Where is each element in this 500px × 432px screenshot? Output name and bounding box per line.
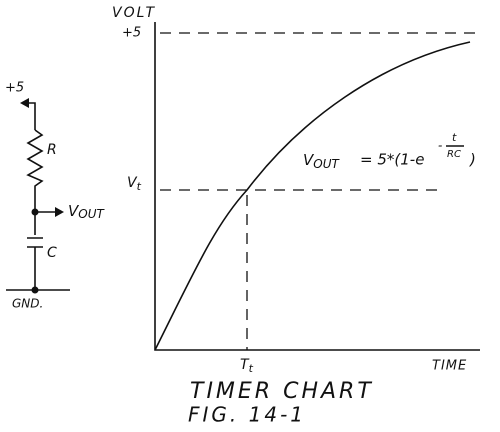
supply-wire bbox=[25, 102, 36, 130]
charge-curve bbox=[154, 41, 471, 351]
top-level-label: +5 bbox=[122, 26, 141, 41]
supply-arrow bbox=[20, 98, 29, 108]
equation-exp-den: RC bbox=[447, 149, 461, 160]
axes bbox=[154, 22, 480, 351]
capacitor-label: C bbox=[47, 245, 57, 261]
threshold-time-label: Tt bbox=[240, 357, 254, 375]
timer-chart: VOLT +5 Vt Tt TIME VOUT = 5*(1-e - t RC … bbox=[112, 5, 480, 375]
equation-lhs: VOUT bbox=[303, 151, 340, 171]
equation: VOUT = 5*(1-e - t RC ) bbox=[303, 131, 476, 171]
threshold-label: Vt bbox=[127, 175, 142, 193]
x-axis-label: TIME bbox=[432, 359, 467, 374]
capacitor bbox=[27, 237, 43, 290]
output-arrow bbox=[55, 207, 64, 217]
caption-title: TIMER CHART bbox=[190, 379, 374, 404]
resistor-label: R bbox=[47, 142, 57, 158]
ground-label: GND. bbox=[12, 297, 43, 311]
resistor bbox=[26, 129, 44, 235]
equation-close: ) bbox=[469, 151, 476, 169]
y-axis-label: VOLT bbox=[112, 5, 156, 21]
circuit: +5 R VOUT C GND. bbox=[5, 81, 105, 311]
equation-exp-num: t bbox=[452, 131, 457, 144]
supply-label: +5 bbox=[5, 81, 24, 96]
equation-exp-sign: - bbox=[438, 139, 442, 153]
equation-rhs: = 5*(1-e bbox=[360, 151, 424, 169]
output-label: VOUT bbox=[68, 202, 105, 221]
caption-figure: FIG. 14-1 bbox=[188, 403, 306, 427]
